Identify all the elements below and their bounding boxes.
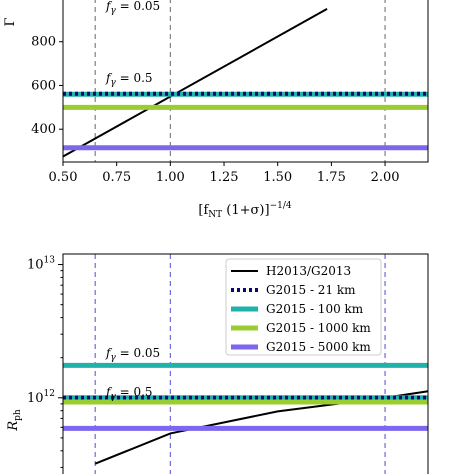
- annotation-top-1: fγ = 0.5: [105, 71, 153, 88]
- annotation-bottom-1: fγ = 0.5: [105, 385, 153, 402]
- y-tick-label-top-2: 800: [31, 35, 56, 50]
- legend-label-2: G2015 - 100 km: [266, 302, 364, 316]
- legend-label-4: G2015 - 5000 km: [266, 340, 371, 354]
- axes-frame-top: [62, 0, 429, 163]
- x-tick-label-top-5: 1.75: [317, 170, 346, 185]
- y-tick-label-top-0: 400: [31, 122, 56, 137]
- y-axis-label-top: Γ: [3, 17, 18, 26]
- x-tick-label-top-6: 2.00: [371, 170, 400, 185]
- top-panel: fγ = 0.05 fγ = 0.5 0.50 0.75 1.00 1.25 1.50 1.7…: [3, 0, 429, 220]
- legend-label-1: G2015 - 21 km: [266, 283, 356, 297]
- y-tick-label-top-1: 600: [31, 78, 56, 93]
- y-tick-label-bottom-0: 1012: [27, 389, 55, 406]
- axes-frame-bottom: [62, 253, 429, 474]
- annotation-bottom-0: fγ = 0.05: [105, 346, 160, 363]
- legend-box: [225, 258, 382, 356]
- legend-label-0: H2013/G2013: [266, 264, 351, 278]
- x-tick-label-top-0: 0.50: [49, 170, 78, 185]
- y-axis-label-bottom: Rph: [6, 409, 23, 432]
- legend-entry-0: H2013/G2013: [231, 264, 351, 278]
- y-tick-label-bottom-1: 1013: [27, 256, 55, 273]
- x-axis-label-top: [fNT (1+σ)]−1/4: [198, 201, 291, 220]
- x-tick-label-top-2: 1.00: [156, 170, 185, 185]
- x-tick-label-top-4: 1.50: [263, 170, 292, 185]
- legend-entry-4: G2015 - 5000 km: [231, 340, 371, 354]
- legend: H2013/G2013 G2015 - 21 km G2015 - 100 km G2…: [225, 258, 382, 356]
- x-tick-label-top-1: 0.75: [102, 170, 131, 185]
- legend-entry-2: G2015 - 100 km: [231, 302, 364, 316]
- x-tick-label-top-3: 1.25: [210, 170, 239, 185]
- legend-label-3: G2015 - 1000 km: [266, 321, 371, 335]
- annotation-top-0: fγ = 0.05: [105, 0, 160, 16]
- series-top-0: [62, 8, 328, 158]
- legend-entry-1: G2015 - 21 km: [231, 283, 356, 297]
- legend-entry-3: G2015 - 1000 km: [231, 321, 371, 335]
- bottom-panel: fγ = 0.05 fγ = 0.5 1012 1013 Rph H2013/G2013 G…: [6, 253, 429, 474]
